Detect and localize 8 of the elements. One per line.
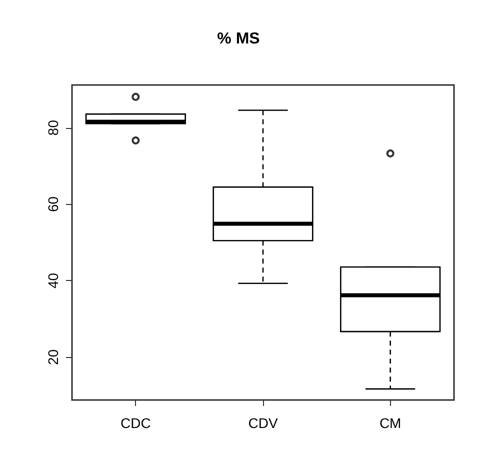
y-tick-label: 20	[45, 349, 61, 365]
y-tick-label: 60	[45, 196, 61, 212]
chart-title: % MS	[217, 30, 260, 48]
x-tick-label: CDC	[120, 415, 151, 431]
y-tick-label: 80	[45, 120, 61, 136]
x-tick-label: CDV	[248, 415, 278, 431]
y-tick-label: 40	[45, 272, 61, 289]
x-tick-label: CM	[379, 415, 402, 431]
